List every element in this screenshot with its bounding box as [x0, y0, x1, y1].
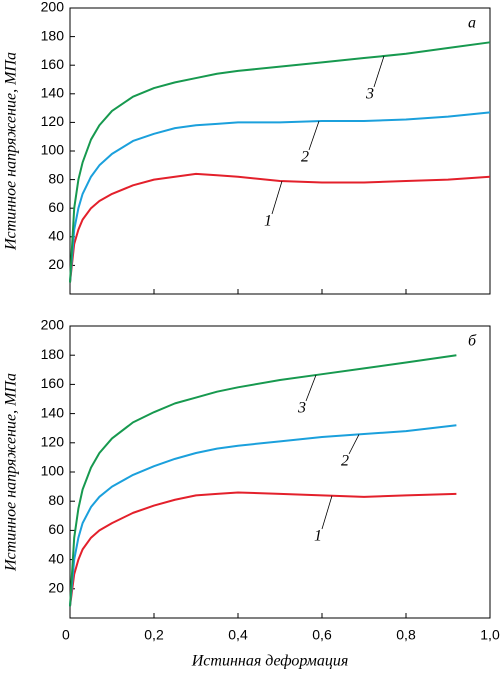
- y-axis-label: Истинное напряжение, МПа: [3, 52, 20, 251]
- y-tick-label: 200: [41, 317, 65, 333]
- series-label: 1: [264, 213, 272, 230]
- y-tick-label: 100: [41, 463, 65, 479]
- x-tick-label: 0,6: [312, 627, 332, 643]
- y-tick-label: 60: [48, 521, 64, 537]
- y-axis-label: Истинное напряжение, МПа: [3, 373, 20, 572]
- y-tick-label: 80: [48, 170, 64, 186]
- panel-label: б: [468, 333, 477, 350]
- y-tick-label: 60: [48, 199, 64, 215]
- y-tick-label: 120: [41, 434, 65, 450]
- y-tick-label: 40: [48, 550, 64, 566]
- label-leader: [373, 55, 385, 88]
- plot-frame: [69, 325, 491, 619]
- y-tick-label: 140: [41, 404, 65, 420]
- line-series: [69, 111, 491, 283]
- x-tick-label: 0: [62, 627, 70, 643]
- y-tick-label: 80: [48, 492, 64, 508]
- series-label: 2: [301, 149, 309, 166]
- panel-label: а: [468, 15, 476, 32]
- y-tick-label: 20: [48, 580, 64, 596]
- label-leader: [321, 495, 333, 530]
- series-label: 2: [341, 453, 349, 470]
- label-leader: [271, 180, 283, 215]
- y-tick-label: 100: [41, 142, 65, 158]
- y-tick-label: 180: [41, 27, 65, 43]
- y-tick-label: 120: [41, 113, 65, 129]
- label-leader: [305, 374, 317, 402]
- x-tick-label: 1,0: [480, 627, 500, 643]
- line-series: [69, 354, 457, 607]
- y-tick-label: 160: [41, 56, 65, 72]
- y-tick-label: 200: [41, 0, 65, 15]
- series-label: 3: [297, 400, 306, 417]
- x-tick-label: 0,4: [228, 627, 248, 643]
- line-series: [69, 424, 457, 607]
- line-series: [69, 172, 491, 283]
- label-leader: [348, 434, 360, 455]
- y-tick-label: 20: [48, 256, 64, 272]
- line-series: [69, 491, 457, 607]
- y-tick-label: 40: [48, 228, 64, 244]
- x-tick-label: 0,8: [396, 627, 416, 643]
- line-series: [69, 41, 491, 283]
- y-tick-label: 140: [41, 85, 65, 101]
- x-tick-label: 0,2: [144, 627, 164, 643]
- x-axis-label: Истинная деформация: [191, 653, 349, 670]
- y-tick-label: 160: [41, 375, 65, 391]
- label-leader: [308, 120, 320, 151]
- series-label: 1: [314, 528, 322, 545]
- series-label: 3: [365, 86, 374, 103]
- y-tick-label: 180: [41, 346, 65, 362]
